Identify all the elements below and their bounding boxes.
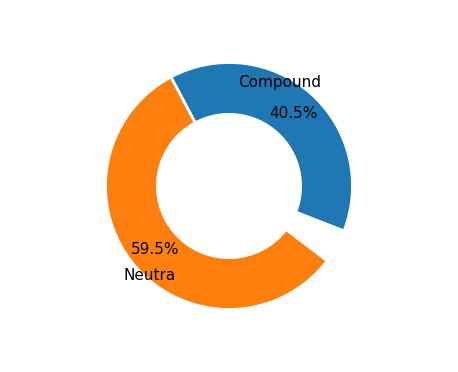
Text: Compound: Compound [238, 75, 321, 90]
Text: 40.5%: 40.5% [270, 106, 318, 121]
Wedge shape [105, 77, 327, 310]
Text: Neutra: Neutra [124, 268, 176, 283]
Text: 59.5%: 59.5% [131, 242, 179, 257]
Wedge shape [171, 62, 353, 231]
